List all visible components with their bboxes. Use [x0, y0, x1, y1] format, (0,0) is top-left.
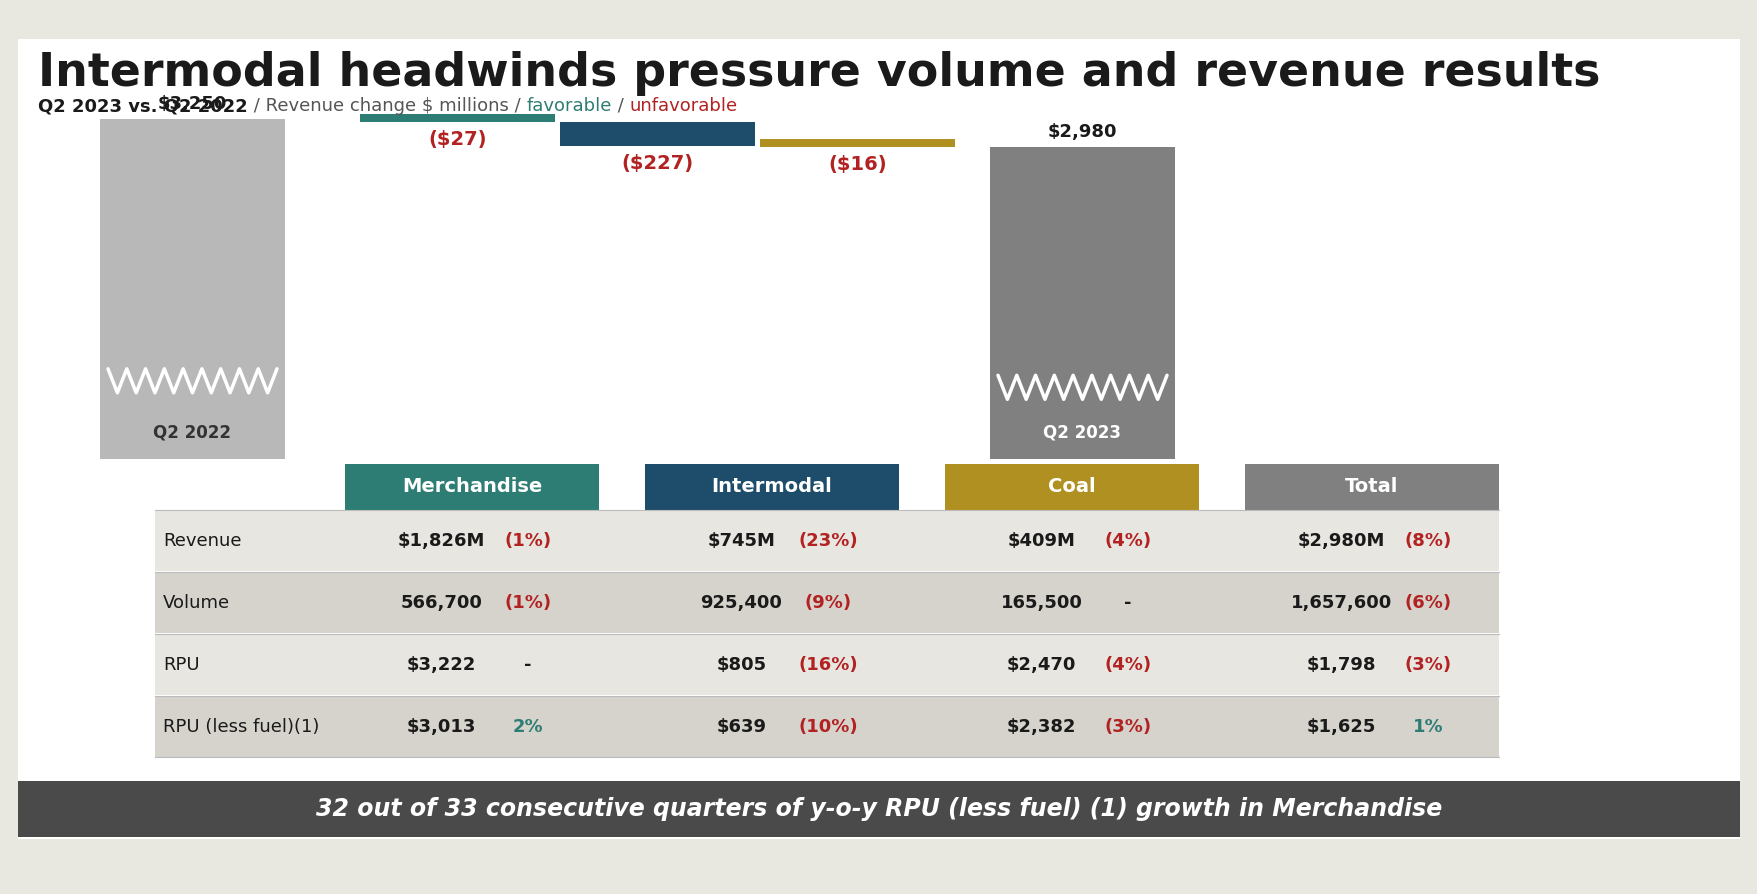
Text: RPU (less fuel)(1): RPU (less fuel)(1)	[163, 718, 320, 736]
FancyBboxPatch shape	[155, 511, 1499, 571]
Text: 1%: 1%	[1413, 718, 1442, 736]
Text: (1%): (1%)	[504, 532, 552, 550]
Text: -: -	[1123, 594, 1132, 612]
Text: (23%): (23%)	[798, 532, 857, 550]
FancyBboxPatch shape	[344, 464, 599, 510]
Text: ($227): ($227)	[620, 154, 694, 173]
Text: $2,980M: $2,980M	[1297, 532, 1385, 550]
Text: ($16): ($16)	[828, 156, 886, 174]
Text: 566,700: 566,700	[401, 594, 481, 612]
Text: (3%): (3%)	[1404, 656, 1451, 674]
Text: Q2 2023 vs. Q2 2022: Q2 2023 vs. Q2 2022	[39, 97, 248, 115]
Text: 165,500: 165,500	[1000, 594, 1082, 612]
Text: Volume: Volume	[163, 594, 230, 612]
FancyBboxPatch shape	[645, 464, 898, 510]
Text: Intermodal: Intermodal	[712, 477, 831, 496]
Text: Total: Total	[1344, 477, 1399, 496]
Text: $1,798: $1,798	[1305, 656, 1376, 674]
Text: -: -	[524, 656, 531, 674]
Text: $1,625: $1,625	[1305, 718, 1376, 736]
FancyBboxPatch shape	[759, 139, 954, 148]
FancyBboxPatch shape	[100, 119, 285, 459]
Text: / Revenue change $ millions /: / Revenue change $ millions /	[248, 97, 525, 115]
Text: $3,222: $3,222	[406, 656, 476, 674]
Text: $639: $639	[717, 718, 766, 736]
Text: (4%): (4%)	[1103, 656, 1151, 674]
Text: 1,657,600: 1,657,600	[1290, 594, 1392, 612]
Text: $2,980: $2,980	[1047, 123, 1117, 141]
Text: ($27): ($27)	[429, 130, 487, 148]
Text: $3,013: $3,013	[406, 718, 476, 736]
Text: (9%): (9%)	[805, 594, 850, 612]
Text: $2,470: $2,470	[1007, 656, 1075, 674]
FancyBboxPatch shape	[18, 781, 1739, 837]
Text: Merchandise: Merchandise	[402, 477, 541, 496]
FancyBboxPatch shape	[155, 573, 1499, 633]
Text: (10%): (10%)	[798, 718, 857, 736]
FancyBboxPatch shape	[945, 464, 1198, 510]
Text: $409M: $409M	[1007, 532, 1075, 550]
FancyBboxPatch shape	[155, 635, 1499, 695]
Text: Q2 2023: Q2 2023	[1044, 423, 1121, 441]
Text: (6%): (6%)	[1404, 594, 1451, 612]
Text: $2,382: $2,382	[1007, 718, 1075, 736]
Text: Intermodal headwinds pressure volume and revenue results: Intermodal headwinds pressure volume and…	[39, 51, 1599, 96]
Text: (16%): (16%)	[798, 656, 857, 674]
Text: (4%): (4%)	[1103, 532, 1151, 550]
Text: $805: $805	[717, 656, 766, 674]
FancyBboxPatch shape	[1244, 464, 1499, 510]
Text: $1,826M: $1,826M	[397, 532, 485, 550]
Text: (8%): (8%)	[1404, 532, 1451, 550]
Text: Revenue: Revenue	[163, 532, 241, 550]
Text: $745M: $745M	[706, 532, 775, 550]
FancyBboxPatch shape	[989, 148, 1174, 459]
FancyBboxPatch shape	[18, 39, 1739, 839]
Text: (1%): (1%)	[504, 594, 552, 612]
Text: favorable: favorable	[525, 97, 611, 115]
Text: unfavorable: unfavorable	[629, 97, 736, 115]
FancyBboxPatch shape	[155, 697, 1499, 757]
Text: Coal: Coal	[1047, 477, 1095, 496]
Text: 2%: 2%	[513, 718, 543, 736]
Text: $3,250: $3,250	[158, 95, 227, 113]
Text: 925,400: 925,400	[701, 594, 782, 612]
Text: (3%): (3%)	[1103, 718, 1151, 736]
Text: 32 out of 33 consecutive quarters of y-o-y RPU (less fuel) (1) growth in Merchan: 32 out of 33 consecutive quarters of y-o…	[316, 797, 1441, 821]
FancyBboxPatch shape	[360, 114, 555, 122]
Text: RPU: RPU	[163, 656, 200, 674]
FancyBboxPatch shape	[560, 122, 754, 146]
Text: Q2 2022: Q2 2022	[153, 423, 232, 441]
Text: /: /	[611, 97, 629, 115]
